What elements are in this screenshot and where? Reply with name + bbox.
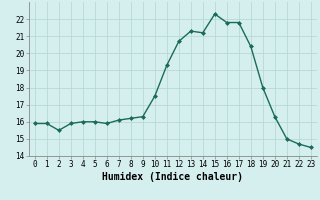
X-axis label: Humidex (Indice chaleur): Humidex (Indice chaleur) <box>102 172 243 182</box>
